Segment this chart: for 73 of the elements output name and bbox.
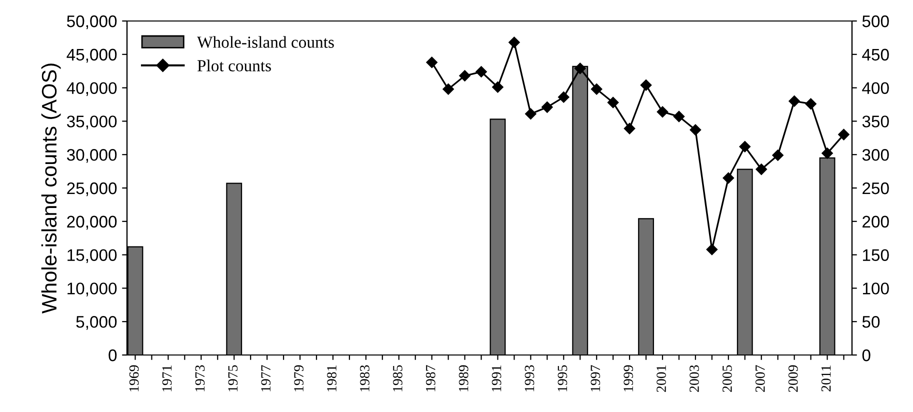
point bbox=[624, 122, 636, 134]
x-tick-label: 1975 bbox=[228, 365, 238, 392]
y-tick-label: 35,000 bbox=[66, 116, 117, 130]
point bbox=[476, 66, 487, 78]
legend-label: Whole-island counts bbox=[197, 36, 334, 48]
point bbox=[542, 102, 553, 113]
x-tick-label: 1971 bbox=[162, 366, 172, 392]
point bbox=[788, 96, 800, 107]
x-tick-label: 2001 bbox=[656, 366, 666, 392]
point bbox=[574, 62, 586, 74]
y2-tick-label: 300 bbox=[862, 149, 889, 161]
x-tick-label: 1993 bbox=[524, 365, 534, 392]
x-tick-label: 1989 bbox=[458, 365, 468, 392]
point bbox=[673, 110, 685, 122]
point bbox=[426, 56, 438, 68]
point bbox=[525, 108, 536, 120]
x-tick-label: 2007 bbox=[755, 365, 765, 392]
y2-tick-label: 500 bbox=[862, 15, 889, 28]
y-tick-label: 15,000 bbox=[68, 249, 117, 263]
y-tick-label: 40,000 bbox=[66, 82, 117, 96]
point bbox=[739, 140, 751, 152]
point bbox=[640, 80, 652, 91]
y2-tick-label: 0 bbox=[862, 349, 870, 362]
x-tick-label: 2009 bbox=[788, 365, 798, 392]
y-tick-label: 5,000 bbox=[76, 316, 117, 330]
x-tick-label: 1995 bbox=[558, 365, 568, 392]
point bbox=[805, 98, 816, 110]
point bbox=[459, 70, 470, 82]
point bbox=[590, 84, 602, 95]
x-tick-label: 1983 bbox=[360, 365, 370, 392]
y2-tick-label: 350 bbox=[862, 116, 889, 128]
point bbox=[772, 150, 784, 161]
y2-tick-label: 400 bbox=[862, 82, 889, 94]
point bbox=[508, 36, 520, 48]
y-tick-label: 45,000 bbox=[66, 48, 117, 63]
y-tick-label: 20,000 bbox=[67, 216, 117, 230]
point bbox=[442, 84, 454, 95]
point bbox=[558, 92, 570, 103]
y-axis-title: Whole-island counts (AOS) bbox=[41, 64, 61, 314]
x-tick-label: 1985 bbox=[392, 365, 402, 392]
x-tick-label: 1977 bbox=[261, 365, 271, 392]
legend-label: Plot counts bbox=[197, 60, 271, 72]
y2-tick-label: 250 bbox=[862, 182, 889, 194]
y2-tick-label: 450 bbox=[862, 48, 889, 61]
x-tick-label: 2003 bbox=[690, 365, 699, 392]
x-tick-label: 1987 bbox=[426, 365, 436, 392]
x-tick-label: 1969 bbox=[129, 365, 139, 392]
y-tick-label: 50,000 bbox=[66, 15, 117, 30]
point bbox=[756, 164, 767, 175]
x-tick-label: 1999 bbox=[624, 365, 634, 392]
y2-tick-label: 150 bbox=[862, 249, 889, 262]
x-tick-label: 1991 bbox=[492, 366, 502, 392]
x-tick-label: 1997 bbox=[590, 365, 600, 392]
x-tick-label: 1981 bbox=[327, 366, 336, 392]
y-tick-label: 0 bbox=[108, 349, 117, 362]
y-tick-label: 10,000 bbox=[68, 282, 117, 296]
x-tick-label: 1973 bbox=[195, 365, 205, 392]
point bbox=[607, 96, 619, 108]
y2-tick-label: 100 bbox=[862, 282, 889, 294]
x-tick-label: 1979 bbox=[294, 365, 304, 392]
x-tick-label: 2005 bbox=[722, 365, 732, 392]
y2-tick-label: 50 bbox=[862, 316, 880, 328]
point bbox=[822, 148, 833, 159]
x-tick-label: 2011 bbox=[821, 366, 831, 392]
y-tick-label: 30,000 bbox=[66, 149, 117, 163]
point bbox=[722, 172, 734, 184]
point bbox=[706, 244, 718, 256]
point bbox=[838, 128, 850, 140]
point bbox=[690, 124, 702, 136]
y-tick-label: 25,000 bbox=[67, 182, 117, 196]
y2-tick-label: 200 bbox=[862, 216, 889, 228]
point bbox=[656, 106, 668, 118]
point bbox=[492, 82, 504, 93]
